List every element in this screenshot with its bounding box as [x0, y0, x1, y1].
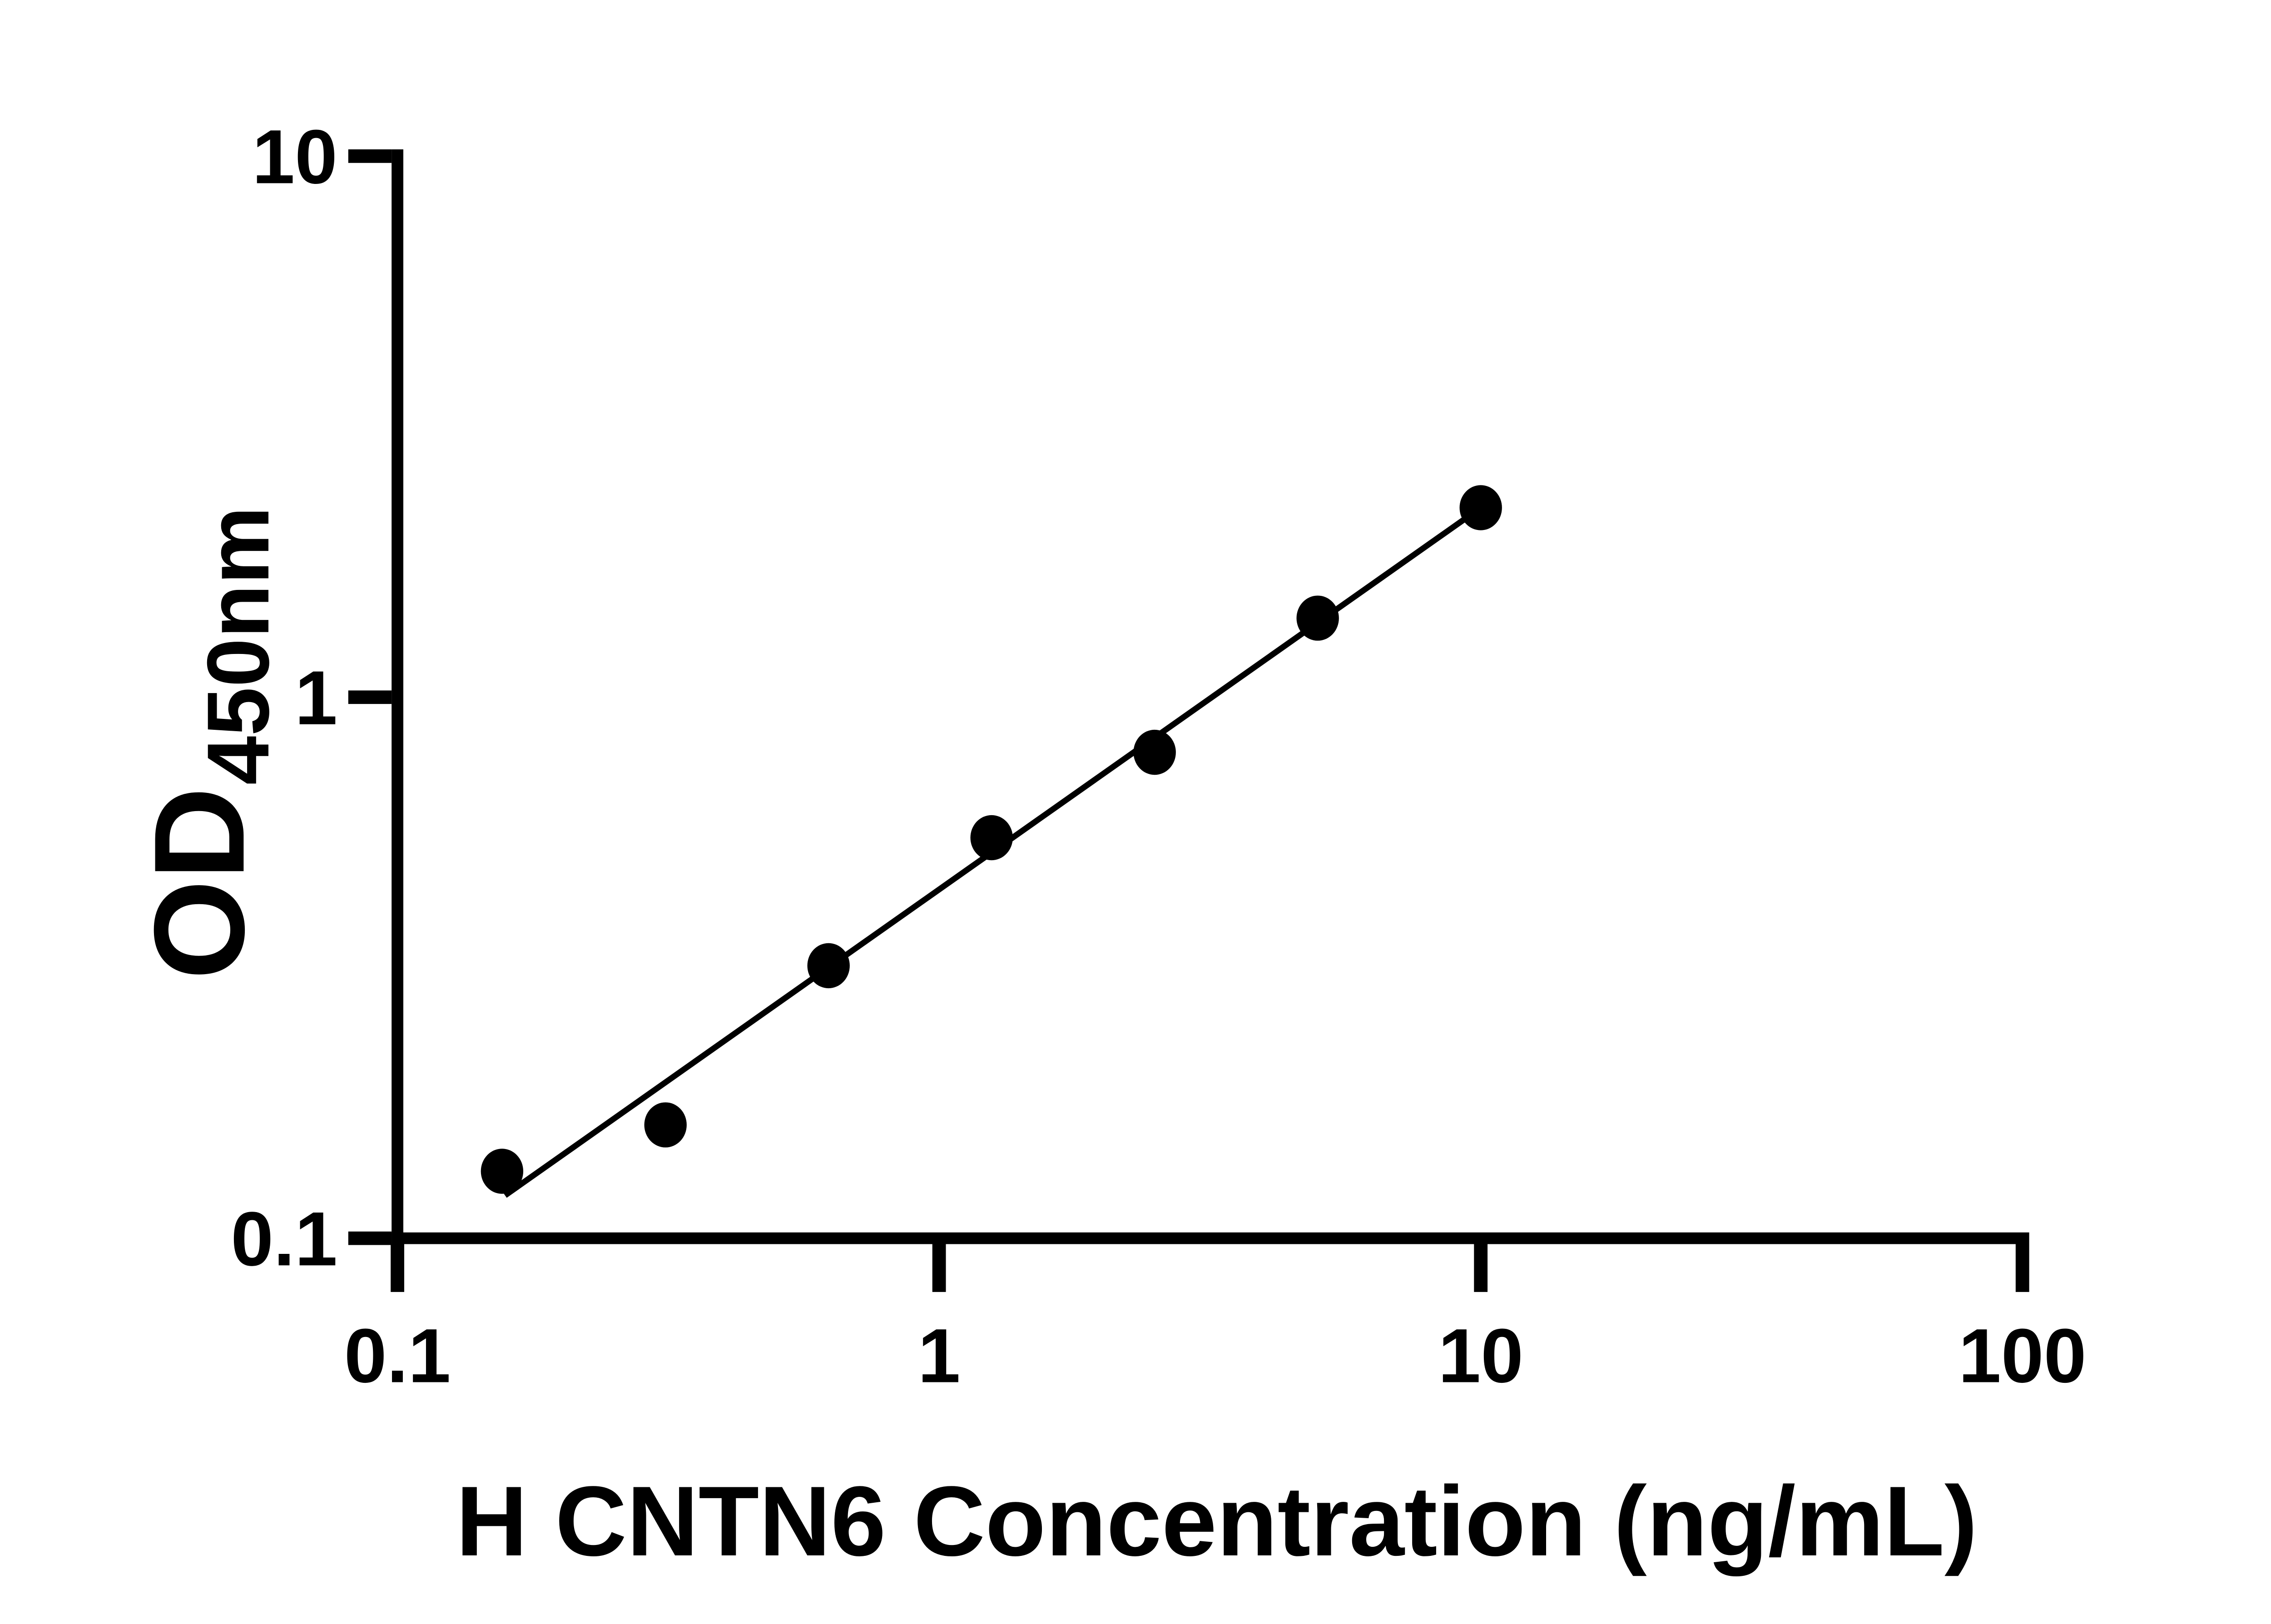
plot-background — [0, 5, 2271, 1619]
y-tick-label: 1 — [295, 655, 337, 741]
data-series-layer — [481, 485, 1502, 1198]
y-axis-ticks — [348, 149, 392, 1245]
x-tick-label: 100 — [1959, 1312, 2087, 1398]
y-tick-label: 0.1 — [231, 1196, 337, 1282]
y-axis-title-main: OD — [127, 787, 271, 980]
x-axis-title: H CNTN6 Concentration (ng/mL) — [456, 1466, 1978, 1577]
data-point — [1133, 729, 1176, 775]
data-point — [481, 1149, 524, 1194]
y-axis-tick-labels: 0.1 1 10 — [231, 114, 337, 1282]
x-tick-label: 10 — [1438, 1312, 1523, 1398]
data-point — [1459, 485, 1502, 530]
x-axis-ticks — [391, 1244, 2029, 1292]
data-point — [807, 943, 850, 989]
y-axis-title-subscript: 450nm — [189, 506, 288, 785]
data-point — [1296, 595, 1339, 641]
data-point — [970, 815, 1013, 861]
data-point — [644, 1102, 687, 1148]
x-tick-label: 0.1 — [344, 1312, 451, 1398]
y-axis-title: OD 450nm — [127, 506, 288, 980]
axes — [392, 149, 2029, 1244]
y-tick-label: 10 — [252, 114, 337, 199]
x-axis-tick-labels: 0.1 1 10 100 — [344, 1312, 2087, 1398]
x-tick-label: 1 — [918, 1312, 961, 1398]
